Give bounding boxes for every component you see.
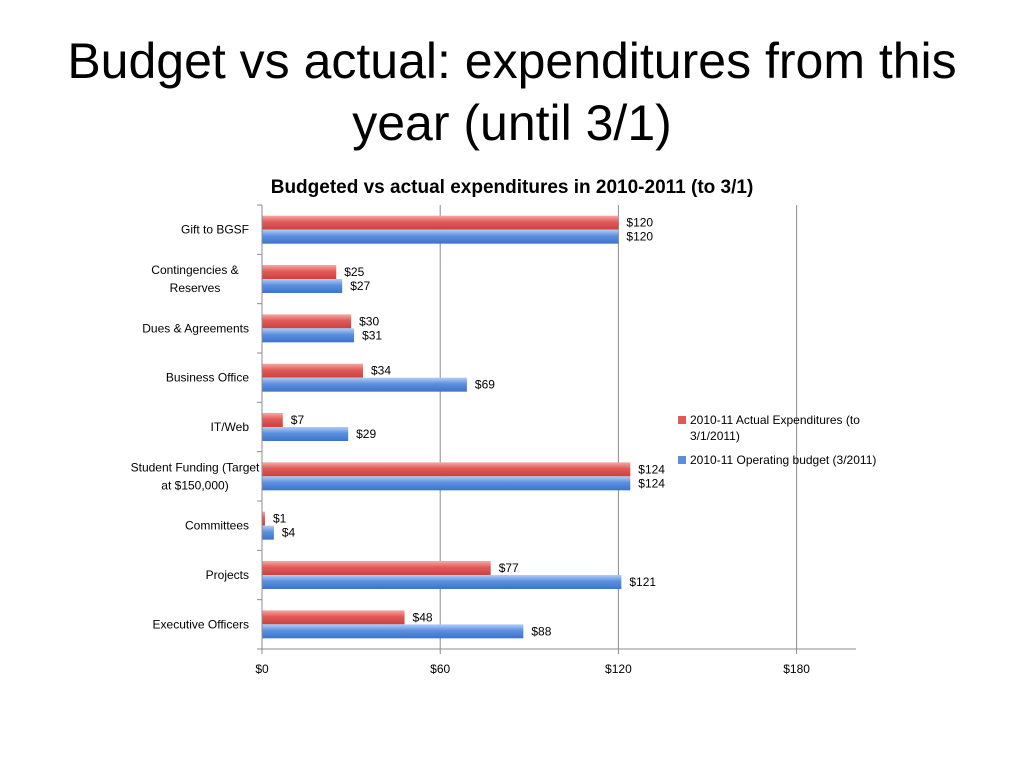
category-label-business-office: Business Office <box>166 371 249 385</box>
bar-actual-executive-officers <box>262 610 405 625</box>
category-label-dues-agreements: Dues & Agreements <box>142 321 249 335</box>
data-label-actual-committees: $1 <box>273 512 287 526</box>
data-label-actual-contingencies-reserves: $25 <box>344 265 364 279</box>
bar-actual-contingencies-reserves <box>262 265 337 279</box>
legend-item-budget: 2010-11 Operating budget (3/2011) <box>678 452 888 468</box>
bar-actual-projects <box>262 561 491 575</box>
data-label-budget-committees: $4 <box>282 526 296 540</box>
bar-actual-student-funding-target-at-150-000 <box>262 462 631 477</box>
category-label-executive-officers: Executive Officers <box>153 617 249 631</box>
category-label-it-web: IT/Web <box>211 420 250 434</box>
x-tick-label: $0 <box>255 662 269 676</box>
chart-legend: 2010-11 Actual Expenditures (to 3/1/2011… <box>678 412 888 476</box>
bar-budget-it-web <box>262 427 349 441</box>
data-label-budget-it-web: $29 <box>356 427 376 441</box>
bar-actual-business-office <box>262 363 363 378</box>
data-label-budget-student-funding-target-at-150-000: $124 <box>638 476 665 490</box>
data-label-actual-student-funding-target-at-150-000: $124 <box>638 462 665 476</box>
data-label-actual-business-office: $34 <box>371 364 391 378</box>
category-label-projects: Projects <box>206 568 249 582</box>
bar-budget-gift-to-bgsf <box>262 229 619 244</box>
x-tick-label: $120 <box>605 662 632 676</box>
bar-budget-student-funding-target-at-150-000 <box>262 476 631 491</box>
data-label-budget-contingencies-reserves: $27 <box>350 279 370 293</box>
data-label-actual-executive-officers: $48 <box>413 610 433 624</box>
bar-budget-committees <box>262 525 274 540</box>
category-label-committees: Committees <box>185 519 249 533</box>
data-label-budget-executive-officers: $88 <box>531 624 551 638</box>
data-label-budget-business-office: $69 <box>475 378 495 392</box>
legend-item-actual: 2010-11 Actual Expenditures (to 3/1/2011… <box>678 412 888 444</box>
bar-actual-dues-agreements <box>262 314 352 329</box>
bar-budget-business-office <box>262 377 467 392</box>
data-label-budget-dues-agreements: $31 <box>362 328 382 342</box>
category-label-gift-to-bgsf: Gift to BGSF <box>181 223 249 237</box>
bar-budget-projects <box>262 575 622 589</box>
legend-label-actual: 2010-11 Actual Expenditures (to 3/1/2011… <box>690 413 860 443</box>
bar-actual-gift-to-bgsf <box>262 215 619 230</box>
legend-swatch-actual <box>678 416 686 424</box>
x-tick-label: $180 <box>783 662 810 676</box>
category-label-contingencies-reserves: Contingencies & Reserves <box>151 263 238 295</box>
category-label-student-funding-target-at-150-000: Student Funding (Target at $150,000) <box>131 460 260 492</box>
data-label-budget-gift-to-bgsf: $120 <box>626 230 653 244</box>
data-label-actual-dues-agreements: $30 <box>359 314 379 328</box>
legend-swatch-budget <box>678 456 686 464</box>
legend-label-budget: 2010-11 Operating budget (3/2011) <box>690 453 877 467</box>
data-label-actual-it-web: $7 <box>291 413 305 427</box>
bar-budget-contingencies-reserves <box>262 279 343 293</box>
bar-budget-executive-officers <box>262 624 524 639</box>
bar-actual-committees <box>262 511 265 526</box>
data-label-budget-projects: $121 <box>629 575 656 589</box>
data-label-actual-gift-to-bgsf: $120 <box>626 216 653 230</box>
chart-title: Budgeted vs actual expenditures in 2010-… <box>271 177 754 198</box>
bar-actual-it-web <box>262 413 283 427</box>
x-tick-label: $60 <box>430 662 450 676</box>
slide-title: Budget vs actual: expenditures from this… <box>67 33 957 151</box>
bar-budget-dues-agreements <box>262 328 355 343</box>
data-label-actual-projects: $77 <box>499 561 519 575</box>
